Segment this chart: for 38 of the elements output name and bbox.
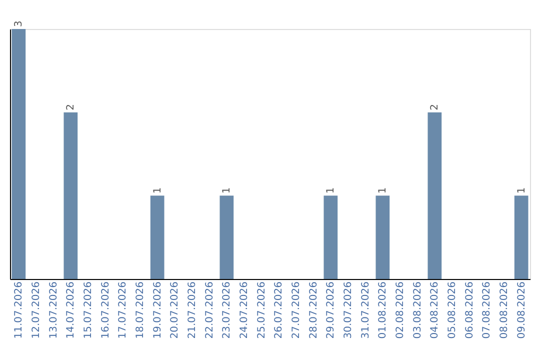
- data-label: 1: [222, 187, 233, 194]
- x-tick-label: 06.08.2026: [464, 282, 476, 339]
- x-tick-label: 07.08.2026: [482, 282, 493, 339]
- data-label: 2: [66, 104, 77, 110]
- x-tick-label: 03.08.2026: [412, 282, 424, 339]
- x-tick-label: 23.07.2026: [222, 282, 233, 339]
- data-label: 1: [152, 187, 164, 194]
- x-tick-label: 11.07.2026: [14, 282, 25, 339]
- x-tick-label: 09.08.2026: [516, 282, 528, 339]
- x-tick-label: 12.07.2026: [31, 282, 42, 339]
- x-tick-label: 20.07.2026: [170, 282, 181, 339]
- data-label: 3: [14, 20, 25, 27]
- x-tick-label: 15.07.2026: [83, 282, 94, 339]
- data-label: 1: [516, 187, 528, 194]
- x-tick-label: 31.07.2026: [360, 282, 372, 339]
- data-label: 1: [378, 187, 389, 194]
- x-tick-label: 17.07.2026: [118, 282, 129, 339]
- x-tick-label: 22.07.2026: [204, 282, 216, 339]
- x-tick-label: 04.08.2026: [430, 282, 441, 339]
- x-tick-label: 21.07.2026: [187, 282, 198, 339]
- x-tick-label: 19.07.2026: [152, 282, 164, 339]
- x-tick-label: 13.07.2026: [48, 282, 60, 339]
- x-tick-label: 30.07.2026: [343, 282, 354, 339]
- x-tick-label: 08.08.2026: [499, 282, 510, 339]
- x-tick-label: 24.07.2026: [239, 282, 250, 339]
- x-tick-label: 26.07.2026: [274, 282, 285, 339]
- x-tick-label: 27.07.2026: [291, 282, 302, 339]
- x-tick-label: 05.08.2026: [447, 282, 458, 339]
- x-tick-label: 25.07.2026: [256, 282, 268, 339]
- x-tick-label: 28.07.2026: [308, 282, 320, 339]
- x-tick-label: 18.07.2026: [135, 282, 146, 339]
- x-tick-label: 29.07.2026: [326, 282, 337, 339]
- x-tick-label: 02.08.2026: [395, 282, 406, 339]
- x-tick-label: 01.08.2026: [378, 282, 389, 339]
- x-tick-label: 16.07.2026: [100, 282, 112, 339]
- data-label: 1: [326, 187, 337, 194]
- data-label: 2: [430, 104, 441, 110]
- x-tick-label: 14.07.2026: [66, 282, 77, 339]
